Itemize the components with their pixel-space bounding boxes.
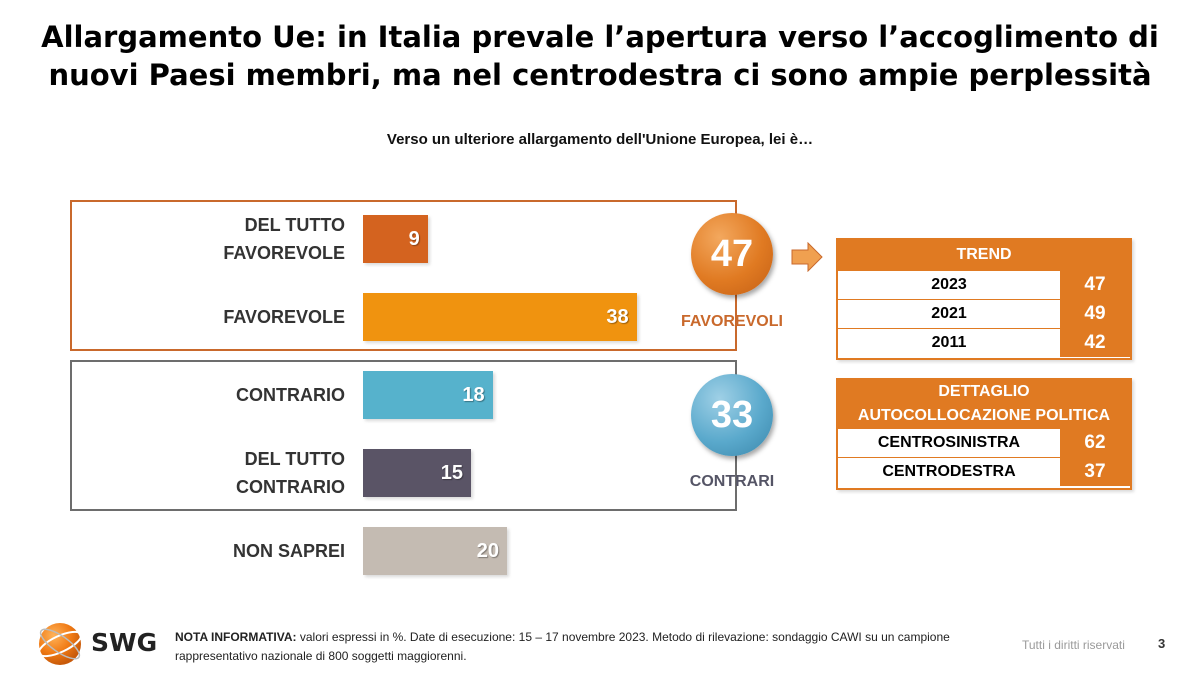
bar	[363, 527, 507, 575]
bar	[363, 371, 493, 419]
trend-year: 2021	[931, 305, 967, 322]
bar-value-label: 18	[462, 384, 485, 406]
trend-value: 42	[1060, 329, 1130, 357]
trend-value: 47	[1060, 271, 1130, 299]
trend-year: 2023	[931, 276, 967, 293]
table-row: 2023 47	[838, 270, 1130, 299]
political-value: 62	[1060, 429, 1130, 457]
bar-value-label: 9	[408, 228, 420, 250]
note-label: NOTA INFORMATIVA:	[175, 630, 297, 644]
category-label: CONTRARIO	[236, 385, 345, 405]
trend-table-header: TREND	[838, 240, 1130, 270]
table-row: CENTRODESTRA 37	[838, 457, 1130, 486]
bar	[363, 449, 471, 497]
swg-logo-text: SWG	[91, 628, 158, 657]
political-table-header-line-1: DETTAGLIO	[938, 383, 1030, 400]
page-title-line-1: Allargamento Ue: in Italia prevale l’ape…	[41, 20, 1159, 54]
political-area: CENTRODESTRA	[882, 463, 1016, 480]
bar-value-label: 20	[476, 540, 499, 562]
political-area: CENTROSINISTRA	[877, 434, 1021, 451]
political-table-header-line-2: AUTOCOLLOCAZIONE POLITICA	[857, 407, 1111, 424]
page-title-line-2: nuovi Paesi membri, ma nel centrodestra …	[48, 58, 1152, 92]
trend-table: TREND 2023 47 2021 49 2011 42	[836, 238, 1132, 360]
right-arrow-icon	[790, 241, 824, 277]
bar-value-label: 15	[440, 462, 463, 484]
political-detail-table: DETTAGLIO AUTOCOLLOCAZIONE POLITICA CENT…	[836, 378, 1132, 490]
chart-subtitle: Verso un ulteriore allargamento dell'Uni…	[386, 131, 814, 148]
bar-value-label: 38	[606, 306, 629, 328]
category-label: DEL TUTTO CONTRARIO	[236, 449, 345, 497]
category-label: FAVOREVOLE	[223, 307, 345, 327]
table-row: 2021 49	[838, 299, 1130, 328]
note-text: valori espressi in %. Date di esecuzione…	[175, 630, 950, 663]
favorevoli-total-label: FAVOREVOLI	[681, 313, 783, 330]
contrari-total-label: CONTRARI	[689, 473, 775, 490]
category-label: DEL TUTTO FAVOREVOLE	[223, 215, 345, 263]
bar	[363, 215, 428, 263]
category-label: NON SAPREI	[232, 541, 345, 561]
swg-logo-icon	[36, 619, 86, 674]
rights-text: Tutti i diritti riservati	[1022, 638, 1125, 652]
table-row: CENTROSINISTRA 62	[838, 428, 1130, 457]
trend-year: 2011	[931, 334, 967, 351]
contrari-total-circle: 33	[691, 374, 773, 456]
page-number: 3	[1158, 636, 1166, 651]
methodology-note: NOTA INFORMATIVA: valori espressi in %. …	[175, 628, 995, 666]
political-table-header: DETTAGLIO AUTOCOLLOCAZIONE POLITICA	[838, 380, 1130, 428]
table-row: 2011 42	[838, 328, 1130, 357]
bar	[363, 293, 637, 341]
page-title: Allargamento Ue: in Italia prevale l’ape…	[0, 18, 1200, 94]
favorevoli-total-circle: 47	[691, 213, 773, 295]
political-value: 37	[1060, 458, 1130, 486]
trend-value: 49	[1060, 300, 1130, 328]
